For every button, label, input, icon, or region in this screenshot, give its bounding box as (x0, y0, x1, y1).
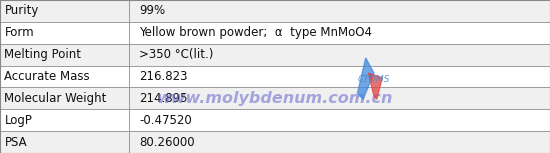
Polygon shape (358, 58, 374, 99)
FancyBboxPatch shape (129, 87, 550, 109)
Text: Yellow brown powder;  α  type MnMoO4: Yellow brown powder; α type MnMoO4 (139, 26, 372, 39)
Text: Purity: Purity (4, 4, 38, 17)
Text: 216.823: 216.823 (139, 70, 188, 83)
FancyBboxPatch shape (129, 0, 550, 22)
Text: Melting Point: Melting Point (4, 48, 81, 61)
Text: PSA: PSA (4, 136, 27, 149)
Polygon shape (368, 73, 382, 99)
FancyBboxPatch shape (129, 109, 550, 131)
Text: CTOMS: CTOMS (358, 75, 390, 84)
Text: LogP: LogP (4, 114, 32, 127)
Text: Accurate Mass: Accurate Mass (4, 70, 90, 83)
Text: Form: Form (4, 26, 34, 39)
FancyBboxPatch shape (0, 22, 129, 44)
Text: 214.895: 214.895 (139, 92, 188, 105)
FancyBboxPatch shape (0, 109, 129, 131)
Text: www.molybdenum.com.cn: www.molybdenum.com.cn (157, 91, 393, 106)
Text: >350 °C(lit.): >350 °C(lit.) (139, 48, 213, 61)
Text: 99%: 99% (139, 4, 165, 17)
FancyBboxPatch shape (129, 66, 550, 87)
Text: Molecular Weight: Molecular Weight (4, 92, 107, 105)
FancyBboxPatch shape (0, 0, 129, 22)
FancyBboxPatch shape (129, 44, 550, 66)
FancyBboxPatch shape (0, 66, 129, 87)
FancyBboxPatch shape (0, 131, 129, 153)
FancyBboxPatch shape (0, 87, 129, 109)
FancyBboxPatch shape (129, 22, 550, 44)
Text: 80.26000: 80.26000 (139, 136, 195, 149)
FancyBboxPatch shape (0, 44, 129, 66)
FancyBboxPatch shape (129, 131, 550, 153)
Text: -0.47520: -0.47520 (139, 114, 192, 127)
